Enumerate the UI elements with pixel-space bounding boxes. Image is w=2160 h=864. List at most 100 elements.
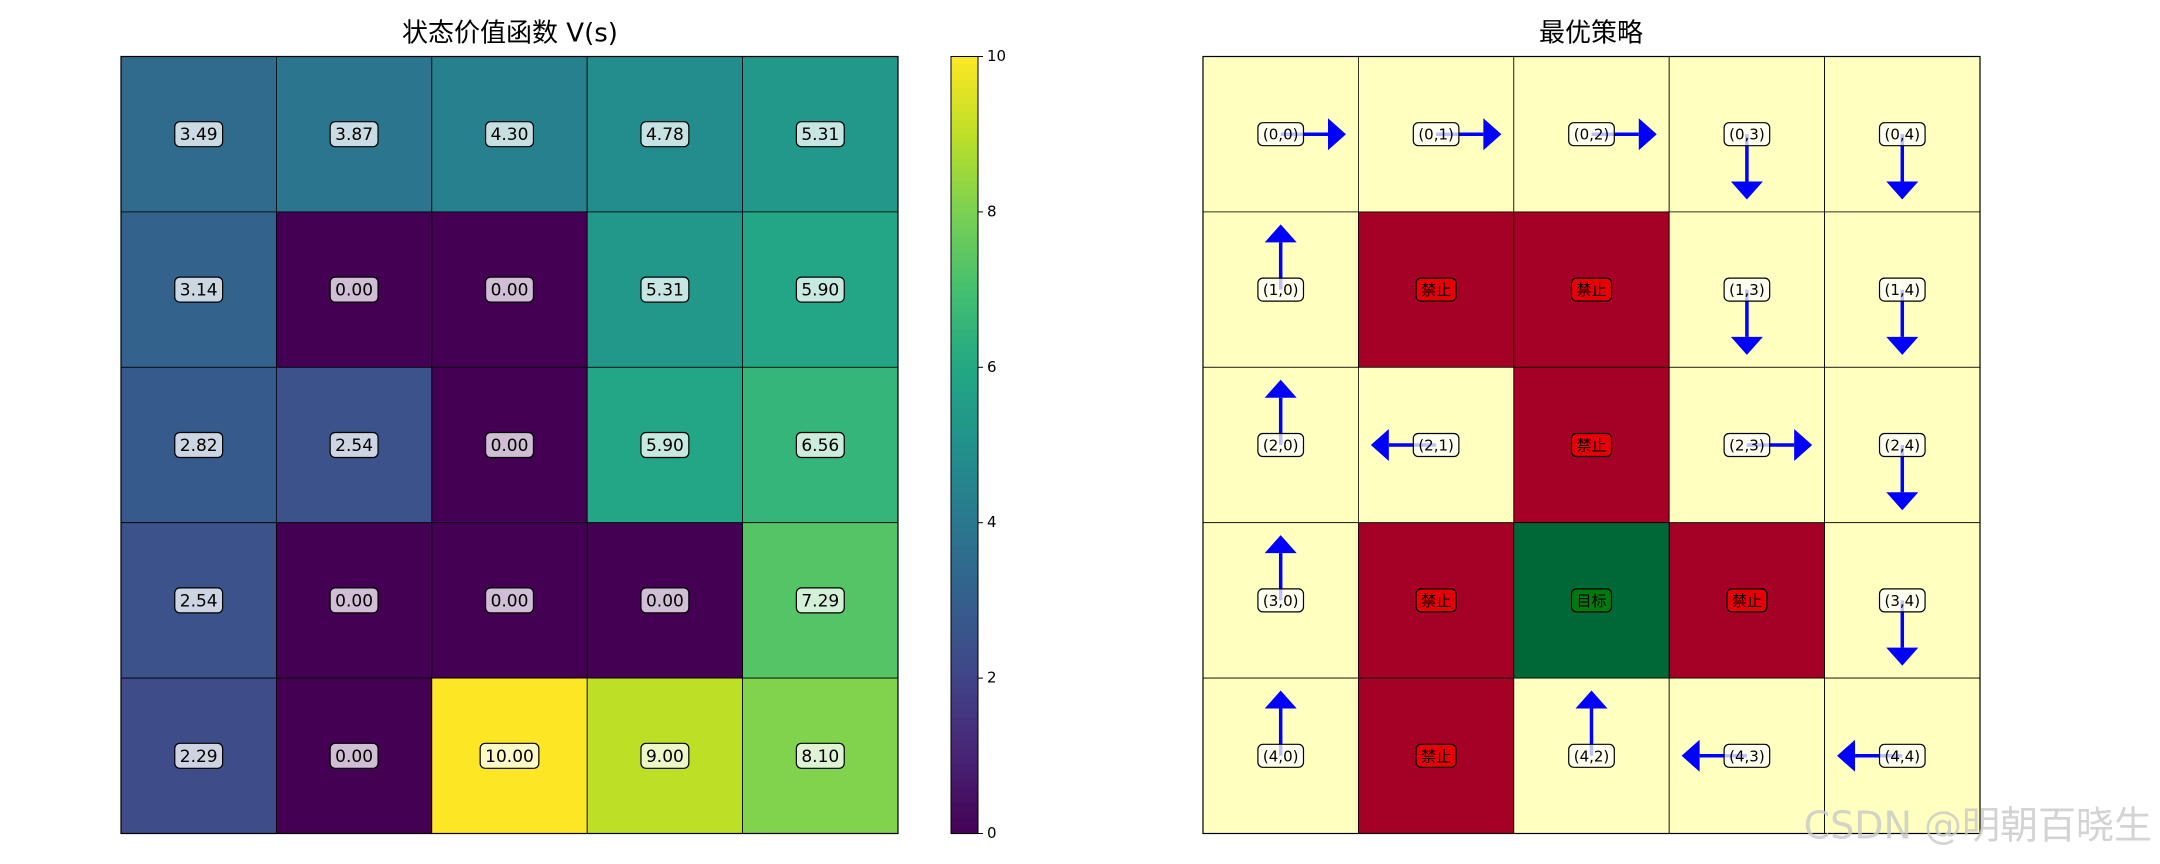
colorbar-step xyxy=(951,204,978,213)
label-box xyxy=(795,431,845,459)
colorbar-step xyxy=(951,553,978,563)
cell-label: (2,0) xyxy=(1263,437,1299,455)
colorbar-step xyxy=(951,219,978,229)
colorbar-step xyxy=(951,157,978,166)
label-box xyxy=(484,431,535,459)
colorbar-step xyxy=(951,491,978,500)
arrow-head xyxy=(1264,690,1297,709)
colorbar-step xyxy=(951,328,978,337)
label-box xyxy=(1570,588,1613,613)
label-box xyxy=(1257,743,1305,768)
colorbar-step xyxy=(951,615,978,625)
colorbar-step xyxy=(951,577,978,586)
colorbar-step xyxy=(951,56,978,65)
colorbar-step xyxy=(951,165,978,174)
label-box xyxy=(1878,432,1926,458)
label-box xyxy=(1412,432,1460,458)
label-box xyxy=(174,587,224,614)
colorbar-step xyxy=(951,654,978,664)
cell-label: (1,4) xyxy=(1885,281,1921,299)
label-box xyxy=(174,276,224,303)
colorbar-step xyxy=(951,468,978,477)
label-box xyxy=(1878,743,1926,768)
colorbar-step xyxy=(951,274,978,283)
arrow-head xyxy=(1886,492,1919,511)
colorbar-step xyxy=(951,64,978,73)
colorbar-tick-label: 2 xyxy=(987,669,997,687)
colorbar-step xyxy=(951,445,978,454)
cell-label: (2,4) xyxy=(1885,437,1921,455)
colorbar-frame xyxy=(950,56,979,834)
colorbar-tick-label: 4 xyxy=(987,513,997,531)
cell-label: 禁止 xyxy=(1576,281,1606,299)
label-box xyxy=(1723,432,1771,458)
label-box xyxy=(1257,588,1305,613)
arrow-head xyxy=(1837,739,1856,772)
colorbar-step xyxy=(951,72,978,81)
cell-label: 4.30 xyxy=(491,125,529,145)
cell-label: (2,1) xyxy=(1418,437,1454,455)
label-box xyxy=(484,276,535,303)
label-box xyxy=(1723,277,1771,302)
colorbar-step xyxy=(951,359,978,368)
cell-label: 0.00 xyxy=(335,591,373,611)
label-box xyxy=(1878,588,1926,613)
colorbar-step xyxy=(951,530,978,539)
label-box xyxy=(329,276,379,303)
colorbar-step xyxy=(951,126,978,135)
cell-label: (1,0) xyxy=(1263,281,1299,299)
colorbar-step xyxy=(951,592,978,601)
colorbar-tick-label: 10 xyxy=(987,47,1006,65)
colorbar-step xyxy=(951,320,978,330)
colorbar-step xyxy=(951,227,978,236)
colorbar-step xyxy=(951,110,978,120)
label-box xyxy=(1412,122,1460,147)
label-box xyxy=(640,587,690,614)
cell-label: 5.90 xyxy=(646,436,684,456)
colorbar-step xyxy=(951,507,978,516)
colorbar-step xyxy=(951,623,978,633)
colorbar-step xyxy=(951,685,978,695)
arrow-head xyxy=(1370,429,1389,461)
label-box xyxy=(329,121,379,148)
cell-label: 2.54 xyxy=(335,436,373,456)
label-box xyxy=(795,121,845,148)
cell-label: 0.00 xyxy=(491,281,529,301)
label-box xyxy=(1257,432,1305,458)
colorbar-step xyxy=(951,647,978,656)
colorbar-step xyxy=(951,452,978,462)
cell-label: 10.00 xyxy=(485,747,534,767)
label-box xyxy=(1878,277,1926,302)
cell-label: 目标 xyxy=(1576,592,1606,610)
cell-label: (0,4) xyxy=(1885,126,1921,144)
cell-label: (3,0) xyxy=(1263,592,1299,610)
cell-label: 禁止 xyxy=(1421,281,1451,299)
cell-label: (4,2) xyxy=(1574,747,1610,765)
colorbar-step xyxy=(951,561,978,570)
arrow-head xyxy=(1264,535,1297,554)
cell-label: 5.31 xyxy=(801,125,839,145)
cell-label: 0.00 xyxy=(491,591,529,611)
cell-label: (4,3) xyxy=(1729,747,1765,765)
colorbar-step xyxy=(951,343,978,353)
cell-label: 2.82 xyxy=(180,436,218,456)
colorbar-step xyxy=(951,421,978,431)
cell-label: 4.78 xyxy=(646,125,684,145)
colorbar-step xyxy=(951,584,978,594)
label-box xyxy=(329,587,379,614)
colorbar-step xyxy=(951,351,978,361)
colorbar-step xyxy=(951,476,978,485)
colorbar-step xyxy=(951,173,978,182)
colorbar-step xyxy=(951,538,978,547)
label-box xyxy=(795,742,845,769)
label-box xyxy=(1257,122,1305,147)
label-box xyxy=(640,742,690,769)
cell-label: (0,2) xyxy=(1574,126,1610,144)
cell-label: 0.00 xyxy=(646,591,684,611)
colorbar-step xyxy=(951,639,978,648)
colorbar-tick-label: 0 xyxy=(987,824,997,842)
label-box xyxy=(795,587,845,614)
cell-label: 0.00 xyxy=(491,436,529,456)
chart-title: 状态价值函数 V(s) xyxy=(402,19,618,49)
arrow-head xyxy=(1264,224,1297,243)
